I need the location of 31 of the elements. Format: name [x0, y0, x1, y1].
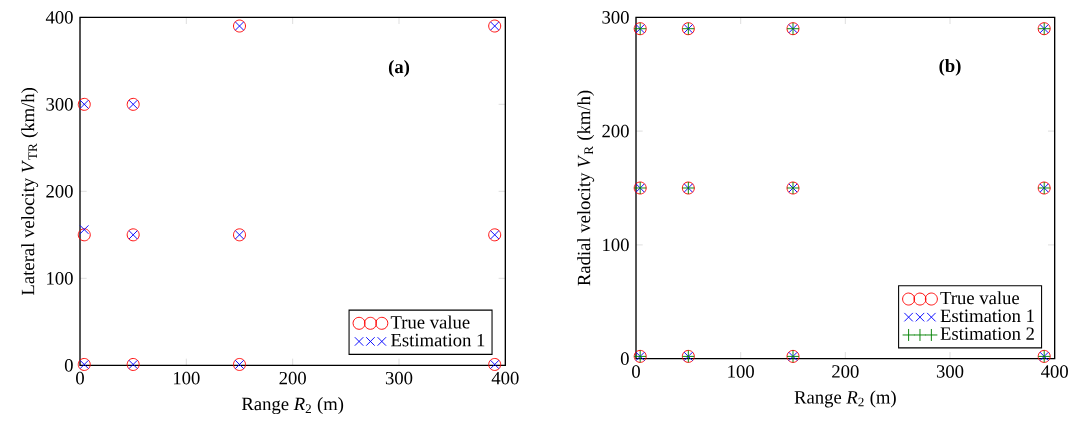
- legend-label: Estimation 2: [940, 327, 1034, 340]
- legend-label: Estimation 1: [940, 309, 1034, 323]
- y-tick-label: 100: [603, 238, 629, 252]
- x-tick-label: 300: [936, 365, 964, 378]
- y-tick-label: 100: [47, 272, 73, 285]
- y-tick-label: 200: [602, 124, 629, 138]
- y-axis-title: Lateral velocity V$_{TR}$ (km/h): [21, 87, 39, 295]
- x-tick-label: 0: [632, 365, 640, 378]
- x-axis-title: Range R$_{2}$ (m): [794, 390, 896, 408]
- y-tick-label: 400: [45, 11, 73, 24]
- legend-label: True value: [940, 291, 1020, 305]
- x-tick-label: 100: [173, 371, 200, 385]
- point: [77, 228, 91, 242]
- x-tick-label: 0: [76, 371, 84, 385]
- y-axis-title: Radial velocity V$_{R}$ (km/h): [577, 90, 595, 286]
- y-tick-label: 200: [46, 185, 73, 198]
- x-tick-label: 400: [491, 371, 519, 385]
- point: [79, 224, 89, 235]
- legend-label: True value: [390, 315, 470, 329]
- x-tick-label: 200: [279, 371, 306, 385]
- y-tick-label: 0: [620, 352, 629, 365]
- x-tick-label: 100: [728, 365, 754, 378]
- x-axis-title: Range R$_{2}$ (m): [241, 397, 344, 415]
- x-tick-label: 200: [832, 365, 859, 378]
- x-tick-label: 400: [1041, 365, 1068, 378]
- y-tick-label: 300: [602, 11, 629, 24]
- text: (a): [388, 60, 410, 77]
- legend-label: Estimation 1: [391, 333, 485, 347]
- x-tick-label: 300: [385, 371, 413, 385]
- text: (b): [939, 58, 961, 76]
- y-tick-label: 300: [46, 98, 73, 111]
